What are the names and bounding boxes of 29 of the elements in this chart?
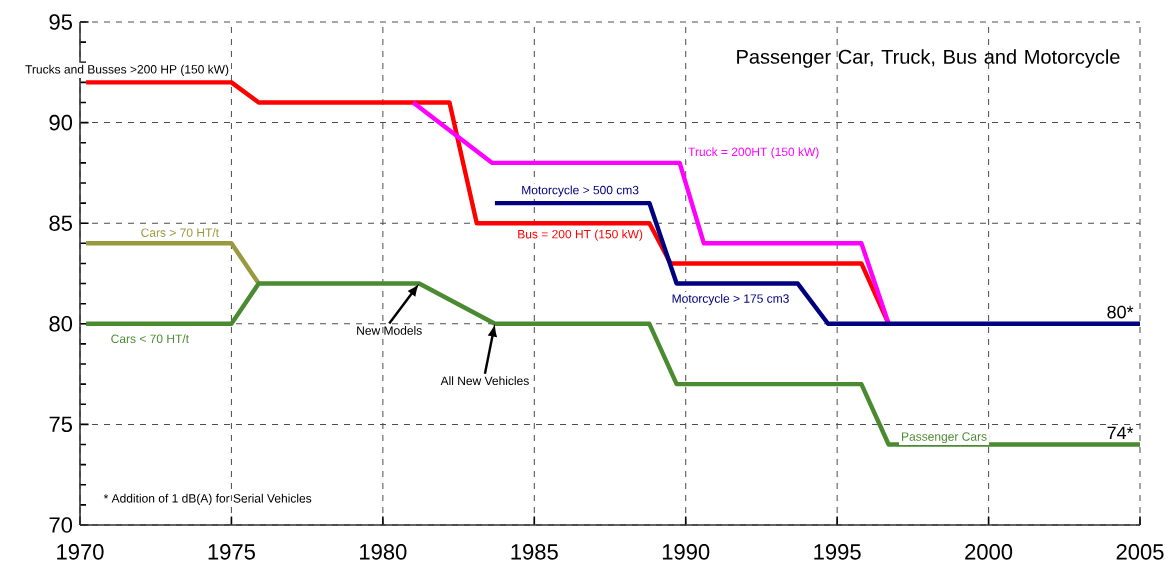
series-label: Cars > 70 HT/t <box>141 228 219 237</box>
annotation: All New Vehicles <box>440 376 529 386</box>
x-tick-label: 1995 <box>814 544 861 560</box>
annotation: * Addition of 1 dB(A) for Serial Vehicles <box>103 493 312 505</box>
y-tick-label: 80 <box>49 316 73 332</box>
y-tick-label: 70 <box>49 517 73 533</box>
annotation: Bus = 200 HT (150 kW) <box>518 229 643 241</box>
text: Passenger Car, Truck, Bus and Motorcycle <box>737 49 1120 68</box>
y-tick-label: 75 <box>49 416 72 433</box>
y-tick-label: 85 <box>49 215 72 231</box>
series-label: Motorcycle > 500 cm3 <box>522 185 639 197</box>
y-tick-label: 90 <box>49 114 73 131</box>
x-tick-label: 2000 <box>965 544 1013 560</box>
annotation: New Models <box>357 325 422 335</box>
annotation: Motorcycle > 175 cm3 <box>672 293 789 306</box>
annotation: 80* <box>1107 305 1134 319</box>
x-tick-label: 1990 <box>662 544 710 560</box>
series-label: Truck = 200HT (150 kW) <box>688 147 819 159</box>
annotation: Passenger Cars <box>902 432 987 444</box>
x-tick-label: 1970 <box>57 544 104 560</box>
line-series <box>83 281 1143 447</box>
y-tick-label: 95 <box>49 14 72 30</box>
x-tick-label: 1985 <box>511 544 558 560</box>
series-label: Trucks and Busses >200 HP (150 kW) <box>25 64 229 76</box>
x-tick-label: 1980 <box>360 544 407 560</box>
series-label: Cars < 70 HT/t <box>111 334 189 344</box>
x-tick-label: 1975 <box>208 544 255 560</box>
annotation: 74* <box>1107 426 1134 440</box>
x-tick-label: 2005 <box>1116 544 1164 560</box>
